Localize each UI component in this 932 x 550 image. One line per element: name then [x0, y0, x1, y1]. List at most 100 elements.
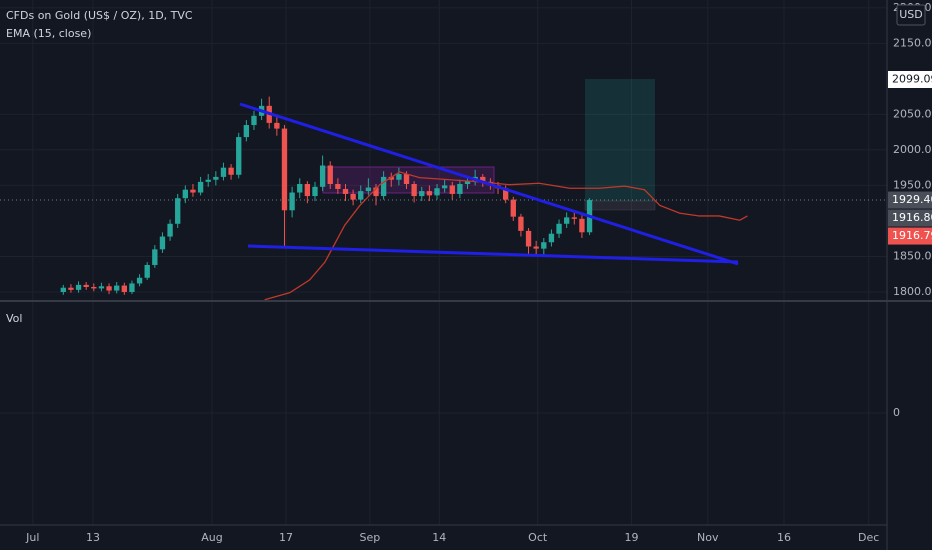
candle-body: [426, 191, 433, 196]
candle-body: [297, 183, 303, 193]
candle-body: [167, 223, 173, 237]
candle-body: [579, 218, 585, 233]
candle-body: [312, 186, 318, 197]
candle-body: [319, 165, 326, 187]
candle-body: [98, 286, 105, 289]
x-tick-label: Oct: [528, 531, 548, 544]
trend-line: [239, 102, 739, 266]
price-label-box: [888, 191, 932, 209]
candle-body: [449, 185, 455, 194]
y-tick-label: 2050.00: [893, 107, 932, 120]
indicator-legend: EMA (15, close): [6, 27, 91, 40]
candle-body: [129, 283, 135, 292]
candle-body: [464, 181, 471, 184]
candle-body: [525, 230, 532, 247]
x-tick-label: Nov: [697, 531, 719, 544]
candle-body: [182, 189, 189, 199]
candle-body: [396, 174, 402, 180]
stop-zone: [584, 200, 656, 211]
candle-body: [518, 216, 524, 231]
volume-legend: Vol: [6, 312, 22, 325]
candle-body: [365, 187, 372, 192]
trend-line: [247, 244, 739, 264]
candle-body: [403, 174, 410, 184]
price-label: 2099.09: [892, 73, 932, 86]
candle-body: [441, 185, 448, 189]
candle-body: [541, 242, 547, 249]
candle-body: [304, 183, 311, 197]
candle-body: [388, 176, 394, 180]
candle-body: [510, 199, 516, 217]
x-tick-label: Aug: [201, 531, 222, 544]
candle-body: [144, 264, 150, 278]
price-label: 1916.80: [892, 211, 932, 224]
candle-body: [358, 191, 364, 200]
candle-body: [556, 223, 562, 234]
x-tick-label: 13: [86, 531, 100, 544]
candle-body: [457, 183, 463, 194]
currency-label: USD: [899, 8, 923, 21]
candle-body: [121, 285, 127, 292]
candle-body: [213, 176, 219, 180]
candle-body: [411, 183, 417, 197]
candle-body: [205, 179, 211, 182]
candle-body: [75, 284, 82, 290]
candle-body: [106, 286, 112, 291]
candle-body: [480, 176, 486, 182]
candle-body: [114, 285, 120, 291]
x-tick-label: 16: [777, 531, 791, 544]
candle-body: [60, 287, 66, 292]
x-tick-label: Sep: [360, 531, 381, 544]
candle-body: [434, 188, 440, 196]
candle-body: [380, 176, 387, 197]
candle-body: [327, 165, 333, 184]
candle-body: [236, 137, 242, 175]
x-tick-label: Jul: [25, 531, 39, 544]
candle-body: [228, 167, 234, 175]
plot: [0, 96, 887, 301]
x-tick-label: 19: [625, 531, 639, 544]
x-tick-label: 17: [279, 531, 293, 544]
candle-body: [220, 167, 227, 177]
y-tick-label: 1800.00: [893, 285, 932, 298]
candle-body: [274, 122, 280, 129]
price-label-box: [888, 227, 932, 245]
price-label-box: [888, 71, 932, 89]
candle-body: [373, 187, 379, 197]
candle-body: [197, 181, 204, 193]
candle-body: [342, 188, 349, 194]
price-label: 1916.79: [892, 229, 932, 242]
y-tick-label: 2150.00: [893, 36, 932, 49]
candle-body: [548, 233, 555, 243]
ema-line: [264, 171, 748, 301]
candle-body: [159, 236, 166, 250]
axis: 1800.00 1850.00 1950.00 2000.00 2050.00 2150.…: [25, 1, 932, 544]
candle-body: [350, 193, 356, 200]
candle-body: [419, 191, 425, 197]
candle-body: [91, 286, 97, 289]
volume-tick-label: 0: [893, 406, 900, 419]
grid: [0, 0, 887, 525]
candle-body: [68, 287, 74, 290]
candle-body: [190, 189, 196, 193]
candle-body: [152, 249, 158, 265]
candle-body: [281, 128, 288, 211]
x-tick-label: Dec: [858, 531, 879, 544]
candle-body: [502, 188, 509, 200]
y-tick-label: 2000.00: [893, 143, 932, 156]
candle-body: [83, 284, 89, 287]
target-zone: [585, 79, 655, 201]
candle-body: [136, 277, 143, 284]
candle-body: [251, 115, 257, 126]
candle-body: [175, 198, 181, 224]
chart-title: CFDs on Gold (US$ / OZ), 1D, TVC: [6, 9, 193, 22]
candle-body: [243, 125, 250, 138]
currency-badge[interactable]: [896, 4, 926, 26]
x-tick-label: 14: [432, 531, 446, 544]
candle-body: [533, 246, 539, 249]
price-label-box: [888, 209, 932, 227]
candle-body: [571, 217, 577, 219]
y-tick-label: 1850.00: [893, 249, 932, 262]
price-label: 1929.40: [892, 193, 932, 206]
